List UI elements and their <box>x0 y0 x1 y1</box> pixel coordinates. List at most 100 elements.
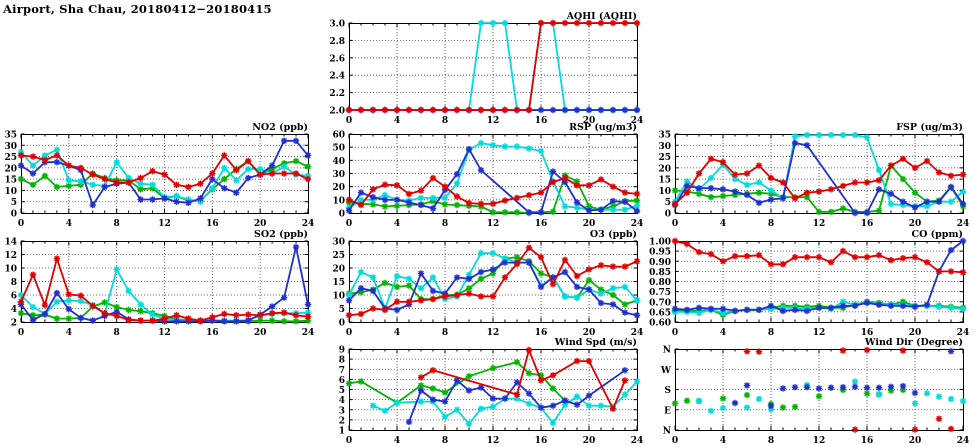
y-tick-label: 35 <box>4 131 17 141</box>
series-markers-red <box>671 155 967 208</box>
x-tick-label: 16 <box>861 436 874 446</box>
chart-title-co: CO (ppm) <box>912 229 963 240</box>
x-tick-label: 4 <box>394 116 400 126</box>
x-tick-label: 4 <box>394 328 400 338</box>
y-tick-label: N <box>663 427 671 437</box>
y-tick-label: 25 <box>658 153 671 163</box>
y-tick-label: 0.90 <box>649 258 671 268</box>
x-tick-label: 0 <box>672 219 678 229</box>
x-tick-label: 20 <box>583 219 596 229</box>
x-tick-label: 16 <box>206 328 219 338</box>
series-markers-cyan <box>345 19 641 114</box>
chart-aqhi: 2.0 2.2 2.4 2.6 2.8 3.0 0 4 8 12 16 20 24 AQHI (AQHI) <box>329 11 643 126</box>
series-line-cyan <box>349 22 637 111</box>
y-tick-label: 25 <box>332 251 345 261</box>
x-tick-label: 24 <box>302 328 315 338</box>
x-tick-label: 24 <box>631 219 644 229</box>
x-tick-label: 8 <box>442 116 448 126</box>
y-tick-label: 2.2 <box>329 89 345 99</box>
y-tick-label: 9 <box>339 346 345 356</box>
x-tick-label: 0 <box>18 328 24 338</box>
y-tick-label: 40 <box>332 157 345 167</box>
y-tick-label: 5 <box>339 386 345 396</box>
y-tick-label: 7 <box>339 366 345 376</box>
y-tick-label: 30 <box>332 170 345 180</box>
x-tick-label: 0 <box>346 116 352 126</box>
x-tick-label: 12 <box>487 328 500 338</box>
x-tick-label: 8 <box>114 219 120 229</box>
x-tick-label: 16 <box>535 328 548 338</box>
y-tick-label: 5 <box>665 198 671 208</box>
series-markers-red <box>345 244 641 319</box>
series-markers-red <box>743 346 955 433</box>
x-tick-label: 16 <box>206 219 219 229</box>
x-tick-label: 16 <box>861 219 874 229</box>
x-tick-label: 8 <box>768 219 774 229</box>
y-tick-label: 35 <box>658 131 671 141</box>
y-tick-label: 5 <box>11 198 17 208</box>
y-tick-label: 10 <box>4 265 17 275</box>
series-line-blue <box>674 142 964 214</box>
y-tick-label: S <box>665 386 672 396</box>
x-tick-label: 8 <box>114 328 120 338</box>
x-tick-label: 16 <box>861 328 874 338</box>
series-markers-red <box>17 152 312 191</box>
y-tick-label: 12 <box>4 251 17 261</box>
chart-title-o3: O3 (ppb) <box>590 229 637 240</box>
y-tick-label: 1.00 <box>649 238 671 248</box>
y-tick-label: 30 <box>4 142 17 152</box>
y-tick-label: 14 <box>4 238 17 248</box>
chart-title-rsp: RSP (ug/m3) <box>569 122 637 133</box>
chart-title-winddir: Wind Dir (Degree) <box>864 337 963 348</box>
y-tick-label: 0 <box>339 210 345 220</box>
x-tick-label: 24 <box>957 219 970 229</box>
chart-o3: 0 5 10 15 20 25 30 0 4 8 12 16 20 24 O3 (ppb) <box>332 229 643 338</box>
chart-title-fsp: FSP (ug/m3) <box>896 122 963 133</box>
series-markers-blue <box>731 348 955 410</box>
y-tick-label: 10 <box>332 196 345 206</box>
x-tick-label: 16 <box>535 219 548 229</box>
x-tick-label: 0 <box>346 328 352 338</box>
y-tick-label: 20 <box>332 265 345 275</box>
y-tick-label: 30 <box>658 142 671 152</box>
x-tick-label: 16 <box>535 436 548 446</box>
y-tick-label: 4 <box>11 305 17 315</box>
series-markers-blue <box>345 145 641 216</box>
y-tick-label: 3 <box>339 406 345 416</box>
series-line-blue <box>348 148 638 214</box>
y-tick-label: 15 <box>658 176 671 186</box>
series-markers-red <box>345 19 641 114</box>
y-tick-label: 1 <box>339 427 345 437</box>
y-tick-label: 4 <box>339 396 345 406</box>
x-tick-label: 4 <box>394 436 400 446</box>
y-tick-label: 2.8 <box>329 37 345 47</box>
x-tick-label: 20 <box>583 116 596 126</box>
series-markers-cyan <box>17 146 312 205</box>
x-tick-label: 12 <box>158 219 171 229</box>
y-tick-label: 10 <box>658 187 671 197</box>
x-tick-label: 0 <box>672 436 678 446</box>
chart-title-so2: SO2 (ppb) <box>254 229 308 240</box>
y-tick-label: 3.0 <box>329 20 345 30</box>
x-tick-label: 12 <box>813 328 826 338</box>
x-tick-label: 0 <box>18 219 24 229</box>
chart-title-windspd: Wind Spd (m/s) <box>554 337 637 348</box>
x-tick-label: 0 <box>346 436 352 446</box>
series-line-red <box>420 349 626 410</box>
y-tick-label: 15 <box>332 278 345 288</box>
y-tick-label: 6 <box>339 376 345 386</box>
series-markers-blue <box>405 367 629 426</box>
x-tick-label: 12 <box>487 116 500 126</box>
y-tick-label: 0.75 <box>649 288 671 298</box>
x-tick-label: 4 <box>66 219 72 229</box>
x-tick-label: 8 <box>768 328 774 338</box>
series-markers-red <box>17 255 312 324</box>
series-markers-red <box>345 174 641 209</box>
y-tick-label: 25 <box>4 153 17 163</box>
y-tick-label: 0.70 <box>649 298 671 308</box>
y-tick-label: 5 <box>339 305 345 315</box>
x-tick-label: 4 <box>720 219 726 229</box>
